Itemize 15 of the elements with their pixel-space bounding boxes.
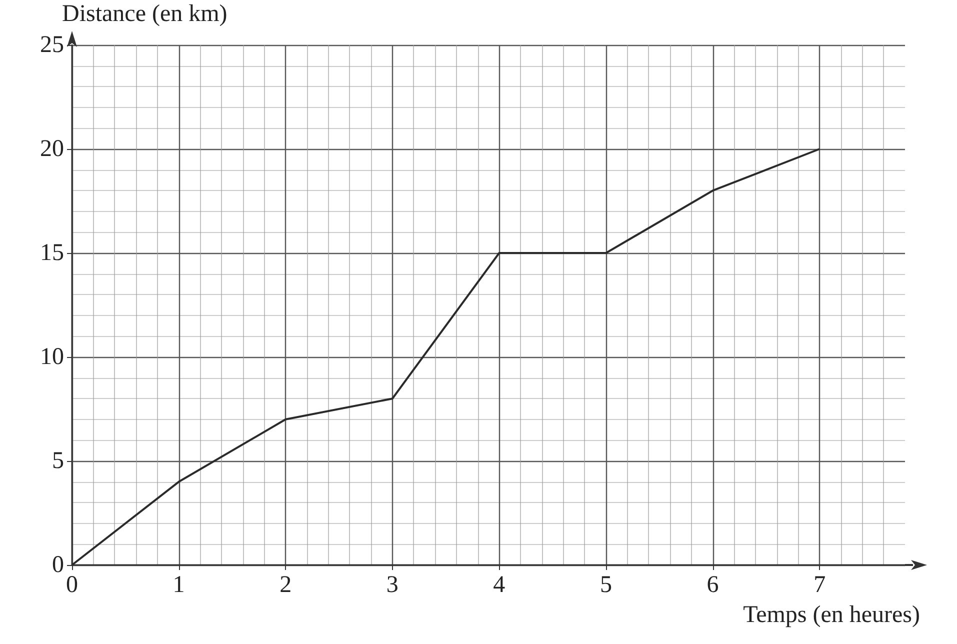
y-tick-label: 0: [52, 552, 64, 578]
x-axis-title: Temps (en heures): [743, 602, 920, 628]
y-tick-label: 25: [40, 32, 64, 58]
x-tick-label: 1: [172, 572, 185, 598]
x-tick-label: 5: [600, 572, 612, 598]
x-tick-label: 7: [814, 572, 826, 598]
x-tick-label: 4: [493, 572, 506, 598]
y-tick-label: 10: [40, 344, 64, 370]
y-tick-label: 5: [52, 448, 64, 474]
x-tick-label: 6: [706, 572, 719, 598]
y-tick-label: 20: [40, 136, 64, 162]
x-tick-label: 3: [386, 572, 398, 598]
x-tick-label: 2: [280, 572, 292, 598]
y-axis-title: Distance (en km): [62, 1, 228, 27]
y-tick-label: 15: [40, 240, 64, 266]
